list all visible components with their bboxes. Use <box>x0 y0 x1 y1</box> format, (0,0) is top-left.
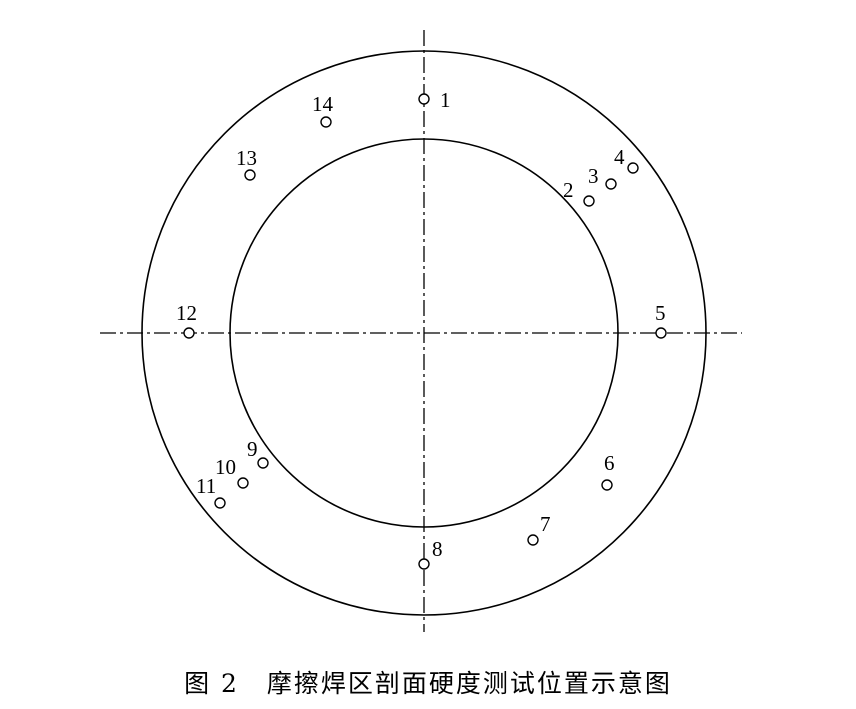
figure-number: 图 2 <box>184 669 239 698</box>
test-point-marker <box>244 169 256 181</box>
test-point-marker <box>655 327 667 339</box>
figure-title: 摩擦焊区剖面硬度测试位置示意图 <box>266 669 672 698</box>
test-point-label: 1 <box>440 88 451 112</box>
test-point-marker <box>583 195 595 207</box>
test-point-marker <box>605 178 617 190</box>
test-point-marker <box>627 162 639 174</box>
inner-circle <box>229 138 619 528</box>
figure-caption: 图 2 摩擦焊区剖面硬度测试位置示意图 <box>0 664 856 700</box>
test-point-marker <box>601 479 613 491</box>
test-point-label: 10 <box>215 455 236 479</box>
test-point-label: 14 <box>312 92 334 116</box>
test-point-label: 13 <box>236 146 257 170</box>
test-point-label: 8 <box>432 537 443 561</box>
test-point-label: 4 <box>614 145 625 169</box>
test-point-marker <box>183 327 195 339</box>
test-point-label: 11 <box>196 474 216 498</box>
test-point-marker <box>257 457 269 469</box>
test-point-label: 12 <box>176 301 197 325</box>
test-point-marker <box>527 534 539 546</box>
test-point-label: 9 <box>247 437 258 461</box>
test-point-marker <box>418 558 430 570</box>
test-point-marker <box>214 497 226 509</box>
outer-circle <box>141 50 707 616</box>
test-point-label: 5 <box>655 301 666 325</box>
test-point-marker <box>237 477 249 489</box>
test-point-label: 7 <box>540 512 551 536</box>
test-point-label: 2 <box>563 178 574 202</box>
test-point-label: 6 <box>604 451 615 475</box>
test-point-marker <box>418 93 430 105</box>
test-point-marker <box>320 116 332 128</box>
test-point-label: 3 <box>588 164 599 188</box>
